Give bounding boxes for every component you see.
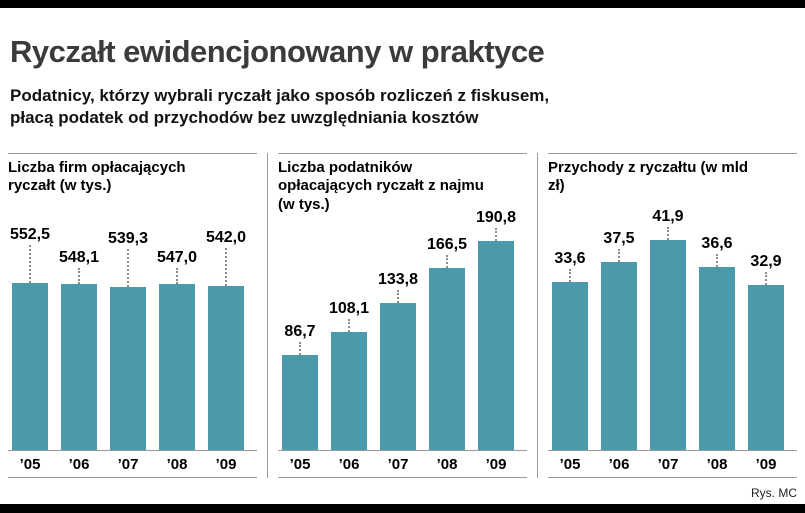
bar [12, 282, 48, 450]
bar-plot-firms: 552,5 548,1 539,3 547,0 542,0 [8, 220, 257, 451]
subtitle-line-1: Podatnicy, którzy wybrali ryczałt jako s… [10, 86, 550, 105]
x-tick-label: ’09 [215, 455, 237, 473]
x-tick-label: ’07 [657, 455, 679, 473]
leader-line [495, 227, 497, 241]
leader-line [765, 271, 767, 285]
chart-panel-revenue: Przychody z ryczałtu (w mld zł) 33,6 37,5… [548, 152, 797, 478]
x-tick-label: ’08 [436, 455, 458, 473]
chart-title-taxpayers: Liczba podatników opłacających ryczałt z… [278, 158, 484, 214]
author-credit: Rys. MC [751, 486, 797, 500]
x-axis-revenue: ’05 ’06 ’07 ’08 ’09 [548, 451, 797, 478]
bar-value-label: 37,5 [603, 229, 635, 247]
x-tick-label: ’05 [559, 455, 581, 473]
leader-line [225, 247, 227, 286]
x-tick-label: ’05 [289, 455, 311, 473]
chart-panel-taxpayers: Liczba podatników opłacających ryczałt z… [278, 152, 527, 478]
x-axis-firms: ’05 ’06 ’07 ’08 ’09 [8, 451, 257, 478]
panel-divider [267, 152, 268, 478]
leader-line [127, 248, 129, 287]
bar [159, 283, 195, 450]
bar [282, 354, 318, 450]
x-tick-label: ’07 [387, 455, 409, 473]
x-tick-label: ’08 [166, 455, 188, 473]
bar-value-label: 542,0 [205, 228, 247, 246]
subtitle-line-2: płacą podatek od przychodów bez uwzględn… [10, 107, 479, 127]
bar [380, 302, 416, 450]
leader-line [569, 268, 571, 282]
panel-top-rule [8, 152, 257, 154]
leader-line [348, 318, 350, 332]
x-tick-label: ’06 [608, 455, 630, 473]
leader-line [78, 267, 80, 284]
bar [601, 261, 637, 450]
panel-top-rule [278, 152, 527, 154]
chart-panel-firms: Liczba firm opłacających ryczałt (w tys.… [8, 152, 257, 478]
x-tick-label: ’06 [338, 455, 360, 473]
bar [429, 267, 465, 450]
leader-line [618, 248, 620, 262]
top-black-band [0, 0, 805, 8]
bar-value-label: 190,8 [475, 208, 517, 226]
bar [208, 285, 244, 450]
leader-line [29, 244, 31, 283]
bar [748, 284, 784, 450]
bar [650, 239, 686, 450]
bar-value-label: 552,5 [9, 225, 51, 243]
bar-value-label: 33,6 [554, 249, 586, 267]
bar-value-label: 108,1 [328, 299, 370, 317]
leader-line [397, 289, 399, 303]
bar [110, 286, 146, 450]
x-tick-label: ’09 [485, 455, 507, 473]
bar-value-label: 41,9 [652, 207, 684, 225]
bar-plot-taxpayers: 86,7 108,1 133,8 166,5 190,8 [278, 209, 527, 451]
page-title: Ryczałt ewidencjonowany w praktyce [10, 34, 545, 69]
bar-plot-revenue: 33,6 37,5 41,9 36,6 32,9 [548, 208, 797, 451]
bar-value-label: 133,8 [377, 270, 419, 288]
bottom-black-band [0, 504, 805, 513]
x-tick-label: ’06 [68, 455, 90, 473]
bar-value-label: 32,9 [750, 252, 782, 270]
bar [61, 283, 97, 450]
x-axis-taxpayers: ’05 ’06 ’07 ’08 ’09 [278, 451, 527, 478]
leader-line [716, 253, 718, 267]
bar-value-label: 547,0 [156, 248, 198, 266]
leader-line [667, 226, 669, 240]
x-tick-label: ’07 [117, 455, 139, 473]
x-tick-label: ’05 [19, 455, 41, 473]
leader-line [176, 267, 178, 284]
charts-row: Liczba firm opłacających ryczałt (w tys.… [8, 152, 797, 478]
bar-value-label: 86,7 [284, 322, 316, 340]
x-tick-label: ’09 [755, 455, 777, 473]
bar [478, 240, 514, 450]
panel-divider [537, 152, 538, 478]
bar-value-label: 166,5 [426, 235, 468, 253]
chart-title-firms: Liczba firm opłacających ryczałt (w tys.… [8, 158, 186, 195]
bar [552, 281, 588, 450]
bar [699, 266, 735, 450]
x-tick-label: ’08 [706, 455, 728, 473]
bar-value-label: 548,1 [58, 248, 100, 266]
leader-line [446, 254, 448, 268]
page-subtitle: Podatnicy, którzy wybrali ryczałt jako s… [10, 85, 797, 129]
bar-value-label: 36,6 [701, 234, 733, 252]
bar [331, 331, 367, 450]
content-area: Ryczałt ewidencjonowany w praktyce Podat… [8, 34, 797, 478]
chart-title-revenue: Przychody z ryczałtu (w mld zł) [548, 158, 749, 195]
panel-top-rule [548, 152, 797, 154]
bar-value-label: 539,3 [107, 229, 149, 247]
leader-line [299, 341, 301, 355]
